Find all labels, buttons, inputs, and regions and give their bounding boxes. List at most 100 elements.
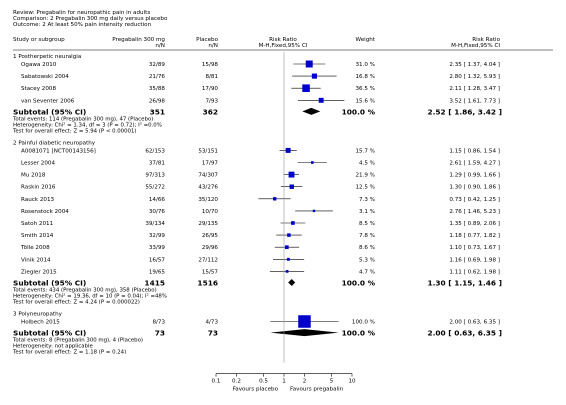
- subgroup-note: Total events: 8 (Pregabalin 300 mg), 4 (…: [12, 338, 143, 344]
- study-control-events: 26/95: [202, 233, 219, 239]
- study-treatment-events: 19/65: [149, 269, 166, 275]
- effect-square: [311, 73, 317, 79]
- study-name: Stacey 2008: [21, 86, 56, 92]
- subgroup-note: Test for overall effect: Z = 5.94 (P < 0…: [12, 128, 137, 134]
- study-risk-ratio: 2.61 [ 1.59, 4.27 ]: [449, 161, 500, 167]
- study-treatment-events: 37/81: [149, 161, 166, 167]
- study-weight: 15.7 %: [355, 148, 375, 154]
- effect-square: [288, 171, 295, 178]
- comparison-title: Comparison: 2 Pregabalin 300 mg daily ve…: [13, 16, 168, 22]
- column-rr-value-method: M-H,Fixed,95% CI: [451, 43, 500, 49]
- study-control-events: 8/81: [205, 74, 218, 80]
- subtotal-weight: 100.0 %: [342, 279, 376, 288]
- study-treatment-events: 97/313: [145, 173, 165, 179]
- subtotal-label: Subtotal (95% CI): [13, 107, 86, 116]
- effect-square: [311, 161, 314, 164]
- column-rr-value: Risk Ratio: [472, 37, 500, 43]
- subgroup-note: Heterogeneity: Chi² = 1.34, df = 3 (P = …: [13, 121, 162, 128]
- study-risk-ratio: 3.52 [ 1.61, 7.73 ]: [449, 98, 500, 104]
- study-treatment-events: 30/76: [149, 209, 166, 215]
- subtotal-control: 73: [208, 329, 218, 338]
- study-treatment-events: 16/57: [149, 257, 166, 263]
- x-axis-tick-label: 0.1: [212, 379, 221, 385]
- favours-left-label: Favours placebo: [233, 387, 279, 393]
- study-control-events: 29/96: [202, 245, 219, 251]
- study-control-events: 35/120: [198, 197, 218, 203]
- study-weight: 7.3 %: [359, 197, 375, 203]
- study-control-events: 74/307: [198, 173, 218, 179]
- study-name: Vinik 2014: [21, 257, 51, 263]
- study-risk-ratio: 2.00 [ 0.63, 6.35 ]: [449, 320, 500, 326]
- subgroup-title: 3 Polyneuropathy: [13, 312, 63, 318]
- study-control-events: 15/98: [202, 62, 219, 68]
- study-control-events: 15/57: [202, 269, 219, 275]
- subtotal-label: Subtotal (95% CI): [13, 279, 86, 288]
- subtotal-risk-ratio: 2.00 [ 0.63, 6.35 ]: [427, 329, 502, 338]
- study-control-events: 17/97: [202, 161, 219, 167]
- subtotal-treatment: 351: [150, 107, 165, 116]
- study-weight: 100.0 %: [352, 320, 375, 326]
- effect-square: [312, 209, 316, 213]
- favours-right-label: Favours pregabalin: [290, 387, 344, 393]
- study-risk-ratio: 1.29 [ 0.99, 1.66 ]: [449, 173, 500, 179]
- subtotal-treatment: 73: [155, 329, 165, 338]
- subtotal-treatment: 1415: [144, 279, 165, 288]
- column-rr-plot: Risk Ratio: [269, 37, 297, 43]
- study-weight: 8.6 %: [359, 245, 375, 251]
- study-risk-ratio: 1.30 [ 0.90, 1.86 ]: [449, 185, 500, 191]
- study-name: Raskin 2016: [21, 185, 56, 191]
- study-control-events: 29/135: [198, 221, 218, 227]
- subtotal-risk-ratio: 1.30 [ 1.15, 1.46 ]: [427, 279, 502, 288]
- study-weight: 5.3 %: [359, 257, 375, 263]
- study-weight: 12.5 %: [355, 185, 375, 191]
- study-weight: 31.0 %: [355, 62, 375, 68]
- study-risk-ratio: 1.35 [ 0.89, 2.06 ]: [449, 221, 500, 227]
- study-risk-ratio: 1.10 [ 0.73, 1.67 ]: [449, 245, 500, 251]
- column-treatment: Pregabalin 300 mg: [112, 37, 165, 43]
- subgroup-note: Test for overall effect: Z = 1.18 (P = 0…: [12, 350, 126, 356]
- study-risk-ratio: 1.11 [ 0.62, 1.98 ]: [449, 269, 500, 275]
- study-weight: 3.1 %: [359, 209, 375, 215]
- subtotal-diamond: [288, 279, 296, 286]
- column-treatment-n: n/N: [155, 43, 165, 49]
- study-treatment-events: 62/153: [145, 148, 165, 154]
- study-risk-ratio: 2.35 [ 1.37, 4.04 ]: [449, 62, 500, 68]
- effect-square: [285, 147, 291, 153]
- effect-square: [298, 315, 311, 328]
- x-axis-tick-label: 5: [330, 379, 334, 385]
- effect-square: [284, 245, 289, 250]
- study-treatment-events: 33/99: [149, 245, 166, 251]
- study-weight: 36.5 %: [355, 86, 375, 92]
- study-name: Ziegler 2015: [21, 269, 57, 275]
- study-treatment-events: 32/89: [149, 62, 166, 68]
- x-axis-tick-label: 1: [282, 379, 286, 385]
- study-name: Mu 2018: [21, 173, 46, 179]
- subgroup-title: 2 Painful diabetic neuropathy: [13, 140, 96, 146]
- subtotal-risk-ratio: 2.52 [ 1.86, 3.42 ]: [427, 107, 502, 116]
- study-name: Holbech 2015: [21, 320, 60, 326]
- x-axis-tick-label: 0.5: [259, 379, 268, 385]
- study-control-events: 17/90: [202, 86, 219, 92]
- study-risk-ratio: 1.18 [ 0.77, 1.82 ]: [449, 233, 500, 239]
- study-treatment-events: 39/134: [145, 221, 165, 227]
- effect-square: [285, 270, 289, 273]
- column-study: Study or subgroup: [13, 37, 65, 43]
- study-treatment-events: 8/73: [152, 320, 165, 326]
- study-weight: 15.6 %: [355, 98, 375, 104]
- study-treatment-events: 55/272: [145, 185, 165, 191]
- study-risk-ratio: 2.80 [ 1.32, 5.93 ]: [449, 74, 500, 80]
- effect-square: [286, 257, 290, 261]
- study-name: Sabatowski 2004: [21, 74, 69, 80]
- effect-square: [291, 221, 295, 225]
- effect-square: [302, 84, 310, 92]
- study-treatment-events: 21/76: [149, 74, 166, 80]
- study-name: Rauck 2013: [21, 197, 55, 203]
- study-weight: 8.5 %: [359, 221, 375, 227]
- x-axis-tick-label: 2: [303, 379, 307, 385]
- subtotal-control: 1516: [197, 279, 218, 288]
- study-weight: 7.8 %: [359, 233, 375, 239]
- study-weight: 4.5 %: [359, 161, 375, 167]
- subtotal-label: Subtotal (95% CI): [13, 329, 86, 338]
- study-name: A0081071 [NCT00143156]: [21, 148, 96, 154]
